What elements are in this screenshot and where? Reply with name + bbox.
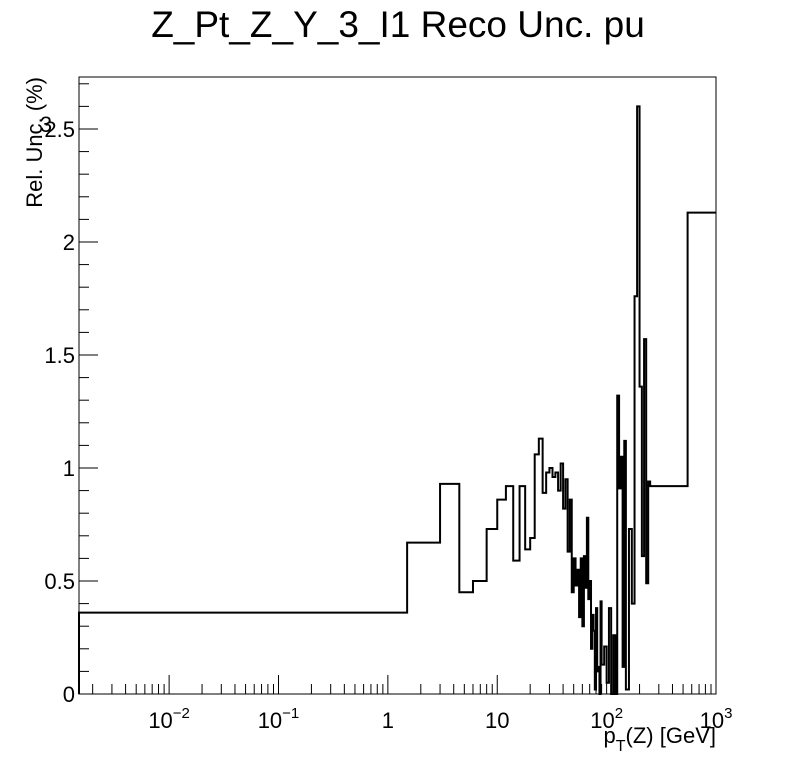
y-tick-label: 1.5 xyxy=(44,343,75,368)
y-tick-label: 2 xyxy=(63,230,75,255)
x-axis-label: pT(Z) [GeV] xyxy=(604,723,716,755)
series-line xyxy=(78,105,716,695)
x-tick-label: 10 xyxy=(485,708,509,733)
plot-frame xyxy=(78,76,717,695)
x-axis-label-sub: T xyxy=(616,738,626,755)
x-tick-label: 1 xyxy=(382,708,394,733)
y-tick-label: 0.5 xyxy=(44,569,75,594)
chart-title: Z_Pt_Z_Y_3_I1 Reco Unc. pu xyxy=(151,4,645,45)
x-axis-ticks: 10−2 10−1 1 10 102 103 xyxy=(92,675,733,733)
x-axis-label-rest: (Z) [GeV] xyxy=(626,723,716,748)
y-axis-ticks: 0 0.5 1 1.5 2 2.5 xyxy=(44,83,98,707)
x-tick-label: 103 xyxy=(700,705,733,733)
y-tick-label: 0 xyxy=(63,682,75,707)
y-tick-label: 1 xyxy=(63,456,75,481)
y-exponent-label: 3 xyxy=(40,112,52,137)
x-tick-label: 10−1 xyxy=(258,705,300,733)
x-tick-label: 102 xyxy=(590,705,623,733)
x-tick-label: 10−2 xyxy=(148,705,190,733)
y-axis-label: Rel. Unc. (%) xyxy=(22,77,47,208)
y-tick-label: 2.5 xyxy=(44,117,75,142)
x-axis-label-base: p xyxy=(604,723,616,748)
